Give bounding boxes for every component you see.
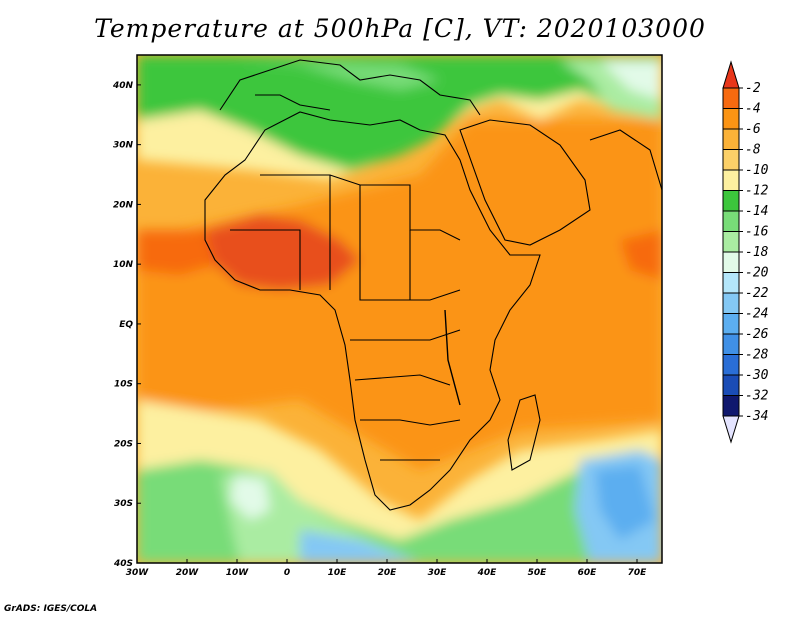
field-hot-westafrica	[205, 215, 360, 290]
colorbar-segment	[722, 231, 740, 253]
colorbar-segment	[722, 374, 740, 396]
border-h	[230, 229, 301, 290]
colorbar-label: -32	[745, 389, 769, 404]
colorbar-label: -8	[745, 143, 761, 158]
colorbar-segment	[722, 354, 740, 376]
lon-tick-label: 30E	[428, 568, 448, 578]
lat-tick-label: 10S	[114, 380, 133, 390]
lat-tick-label: 30S	[114, 499, 133, 509]
lat-tick-label: 20S	[114, 439, 133, 449]
colorbar-label: -2	[745, 81, 761, 96]
colorbar-segment	[722, 395, 740, 417]
lon-tick-label: 10W	[226, 568, 250, 578]
border-b	[359, 185, 461, 301]
colorbar-label: -10	[745, 163, 769, 178]
lat-axis: 40N 30N 20N 10N EQ 10S 20S 30S 40S	[112, 81, 141, 569]
credit-text: GrADS: IGES/COLA	[4, 604, 98, 614]
colorbar-segment	[722, 292, 740, 314]
colorbar-bottom-arrow	[722, 415, 740, 444]
colorbar-label: -4	[745, 102, 761, 117]
field-deepblue-se	[595, 465, 655, 540]
colorbar-segment	[722, 149, 740, 171]
colorbar-label: -22	[745, 286, 769, 301]
coastlines	[204, 59, 662, 511]
rift-lakes	[444, 309, 461, 406]
lat-tick-label: 10N	[113, 260, 134, 270]
temperature-field	[137, 55, 662, 563]
colorbar-top-arrow	[722, 60, 740, 89]
border-d	[350, 329, 461, 341]
border-f	[360, 419, 461, 426]
colorbar-label: -24	[745, 307, 768, 322]
field-lightgreen-north	[230, 60, 440, 90]
colorbar-label: -28	[745, 348, 769, 363]
lon-tick-label: 10E	[328, 568, 348, 578]
asia-coast	[589, 129, 662, 191]
colorbar-label: -34	[745, 409, 768, 424]
africa-coast	[204, 111, 541, 511]
field-warm-band	[137, 120, 662, 470]
lat-tick-label: 20N	[113, 200, 134, 210]
colorbar-segment	[722, 272, 740, 294]
lon-tick-label: 60E	[578, 568, 598, 578]
border-e	[354, 374, 451, 386]
field-lightgreen-sw	[220, 470, 420, 563]
colorbar-label: -18	[745, 245, 769, 260]
lon-tick-label: 50E	[528, 568, 548, 578]
colorbar: -2 -4 -6 -8 -10 -12 -14 -16 -18 -20 -22 -24 -26 -28 -3…	[722, 60, 769, 444]
field-cyan-ne	[600, 60, 662, 100]
lon-tick-label: 40E	[477, 568, 498, 578]
colorbar-segment	[722, 251, 740, 273]
colorbar-label: -16	[745, 225, 769, 240]
colorbar-label: -6	[745, 122, 761, 137]
europe-coast	[219, 59, 481, 116]
lat-tick-label: 30N	[113, 141, 134, 151]
colorbar-segment	[722, 87, 740, 109]
arabia-coast	[459, 119, 591, 246]
madagascar	[507, 394, 541, 471]
med-coast	[255, 94, 331, 111]
lon-tick-label: 20W	[176, 568, 200, 578]
colorbar-segment	[722, 333, 740, 355]
field-green-north	[137, 55, 662, 170]
map-title: Temperature at 500hPa [C], VT: 202010300…	[94, 14, 706, 43]
colorbar-label: -30	[745, 368, 769, 383]
colorbar-label: -26	[745, 327, 769, 342]
lon-axis: 30W 20W 10W 0 10E 20E 30E 40E 50E 60E 70E	[126, 559, 647, 578]
colorbar-segment	[722, 313, 740, 335]
lat-tick-label: EQ	[119, 320, 133, 330]
colorbar-label: -12	[745, 184, 769, 199]
colorbar-segment	[722, 128, 740, 150]
field-hot-arabian	[620, 230, 662, 280]
colorbar-segment	[722, 190, 740, 212]
lat-tick-label: 40N	[112, 81, 134, 91]
lon-tick-label: 70E	[628, 568, 648, 578]
lon-tick-label: 0	[284, 568, 290, 578]
lon-tick-label: 20E	[378, 568, 398, 578]
field-cyan-sw	[230, 475, 270, 520]
colorbar-label: -20	[745, 266, 769, 281]
colorbar-segment	[722, 169, 740, 191]
lon-tick-label: 30W	[126, 568, 150, 578]
lat-tick-label: 40S	[113, 559, 133, 569]
colorbar-label: -14	[745, 204, 768, 219]
plot-frame	[136, 54, 663, 564]
colorbar-segment	[722, 210, 740, 232]
field-hot-atlantic	[137, 230, 215, 275]
field-blue-sw	[300, 530, 420, 563]
colorbar-segment	[722, 108, 740, 130]
